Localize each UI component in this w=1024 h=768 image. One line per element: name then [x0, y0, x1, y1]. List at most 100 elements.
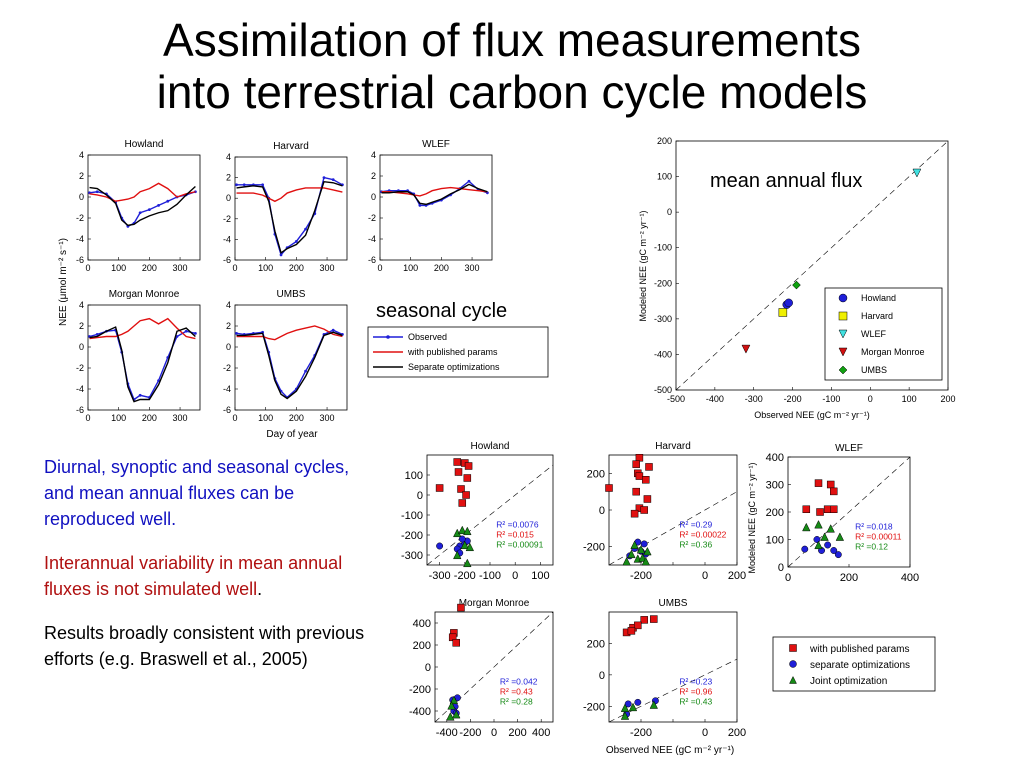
legend-label: separate optimizations: [810, 660, 910, 671]
published-point: [830, 487, 838, 496]
one-to-one-line: [675, 140, 949, 391]
y-tick-label: 0: [226, 342, 231, 352]
x-tick-label: -400: [706, 394, 724, 404]
legend-label: Harvard: [861, 311, 893, 321]
y-tick-label: -2: [76, 213, 84, 223]
separate-point: [801, 545, 809, 553]
series-line-separate: [381, 183, 488, 206]
x-tick-label: 300: [173, 413, 188, 423]
x-tick-label: 100: [258, 263, 273, 273]
one-to-one-line: [434, 611, 554, 723]
bullet-reproduced: Diurnal, synoptic and seasonal cycles, a…: [44, 457, 350, 529]
separate-point: [834, 551, 842, 559]
joint-point: [620, 711, 630, 720]
panel-title: WLEF: [422, 139, 450, 150]
published-point: [454, 468, 463, 476]
r2-label: R² =0.23: [679, 677, 712, 687]
seasonal-y-axis-label: NEE (μmol m⁻² s⁻¹): [58, 238, 69, 326]
legend-label: Joint optimization: [810, 676, 887, 687]
observed-point: [279, 253, 283, 257]
iav-y-axis-label: Modeled NEE (gC m⁻² yr⁻¹): [747, 462, 757, 573]
annual-y-axis-label: Modeled NEE (gC m⁻² yr⁻¹): [638, 210, 648, 321]
y-tick-label: -6: [368, 255, 376, 265]
observed-point: [331, 328, 335, 332]
y-tick-label: 200: [413, 640, 431, 652]
y-tick-label: 0: [599, 670, 605, 682]
legend-label-published: with published params: [407, 347, 498, 357]
joint-point: [641, 556, 651, 566]
observed-point: [166, 199, 170, 203]
separate-point: [813, 536, 821, 543]
x-tick-label: 100: [531, 570, 549, 582]
r2-label: R² =0.042: [500, 677, 538, 687]
y-tick-label: 100: [657, 172, 672, 182]
legend-marker: [789, 644, 797, 652]
joint-point: [638, 553, 647, 562]
y-tick-label: -6: [76, 255, 84, 265]
seasonal-panel-howland: Howland -6 -4 -2 0 2 4 0 100 200 300: [76, 139, 201, 273]
bullet-interannual-text: Interannual variability in mean annual f…: [44, 553, 343, 599]
r2-label: R² =0.43: [500, 687, 533, 697]
y-tick-label: 100: [405, 470, 423, 482]
y-tick-label: 2: [79, 171, 84, 181]
separate-point: [830, 547, 838, 554]
point-morgan-monroe: [741, 344, 751, 354]
bullet-interannual: Interannual variability in mean annual f…: [44, 550, 374, 602]
separate-point: [824, 541, 832, 549]
one-to-one-line: [608, 658, 738, 723]
legend-marker: [838, 365, 848, 375]
x-tick-label: 100: [111, 263, 126, 273]
x-tick-label: 100: [403, 263, 418, 273]
x-tick-label: 200: [434, 263, 449, 273]
title-line-1: Assimilation of flux measurements: [163, 14, 861, 66]
observed-point: [138, 393, 142, 397]
x-tick-label: 100: [258, 413, 273, 423]
y-tick-label: -200: [409, 684, 431, 696]
title-line-2: into terrestrial carbon cycle models: [156, 66, 868, 118]
x-tick-label: 300: [465, 263, 480, 273]
x-tick-label: 200: [508, 727, 526, 739]
y-tick-label: -200: [654, 278, 672, 288]
published-point: [630, 509, 639, 518]
x-tick-label: -200: [454, 570, 476, 582]
published-point: [453, 458, 461, 466]
r2-label: R² =0.36: [679, 540, 712, 550]
joint-point: [814, 520, 823, 529]
series-line-published: [236, 325, 343, 341]
x-tick-label: -300: [745, 394, 763, 404]
y-tick-label: -4: [368, 234, 376, 244]
published-point: [643, 495, 652, 503]
joint-point: [453, 550, 462, 560]
published-point: [642, 476, 650, 484]
series-line-separate: [89, 185, 196, 227]
observed-point: [95, 190, 99, 194]
seasonal-x-axis-label: Day of year: [266, 429, 318, 440]
y-tick-label: 2: [371, 171, 376, 181]
published-point: [457, 485, 465, 493]
x-tick-label: 200: [142, 413, 157, 423]
published-point: [640, 616, 648, 624]
r2-label: R² =0.43: [679, 697, 712, 707]
separate-point: [436, 542, 444, 550]
r2-label: R² =0.29: [679, 520, 712, 530]
point-harvard: [778, 308, 788, 317]
joint-point: [622, 556, 631, 566]
published-point: [645, 463, 653, 471]
x-tick-label: 300: [320, 263, 335, 273]
observed-point: [331, 178, 335, 182]
r2-label: R² =0.96: [679, 687, 712, 697]
joint-point: [447, 701, 456, 710]
r2-label: R² =0.00011: [855, 532, 902, 542]
x-tick-label: 100: [111, 413, 126, 423]
y-tick-label: 0: [667, 207, 672, 217]
iav-legend: with published params separate optimizati…: [772, 636, 936, 692]
r2-label: R² =0.015: [496, 530, 534, 540]
published-point: [452, 639, 460, 647]
y-tick-label: 100: [766, 535, 784, 547]
x-tick-label: 200: [940, 394, 955, 404]
r2-label: R² =0.12: [855, 542, 888, 552]
